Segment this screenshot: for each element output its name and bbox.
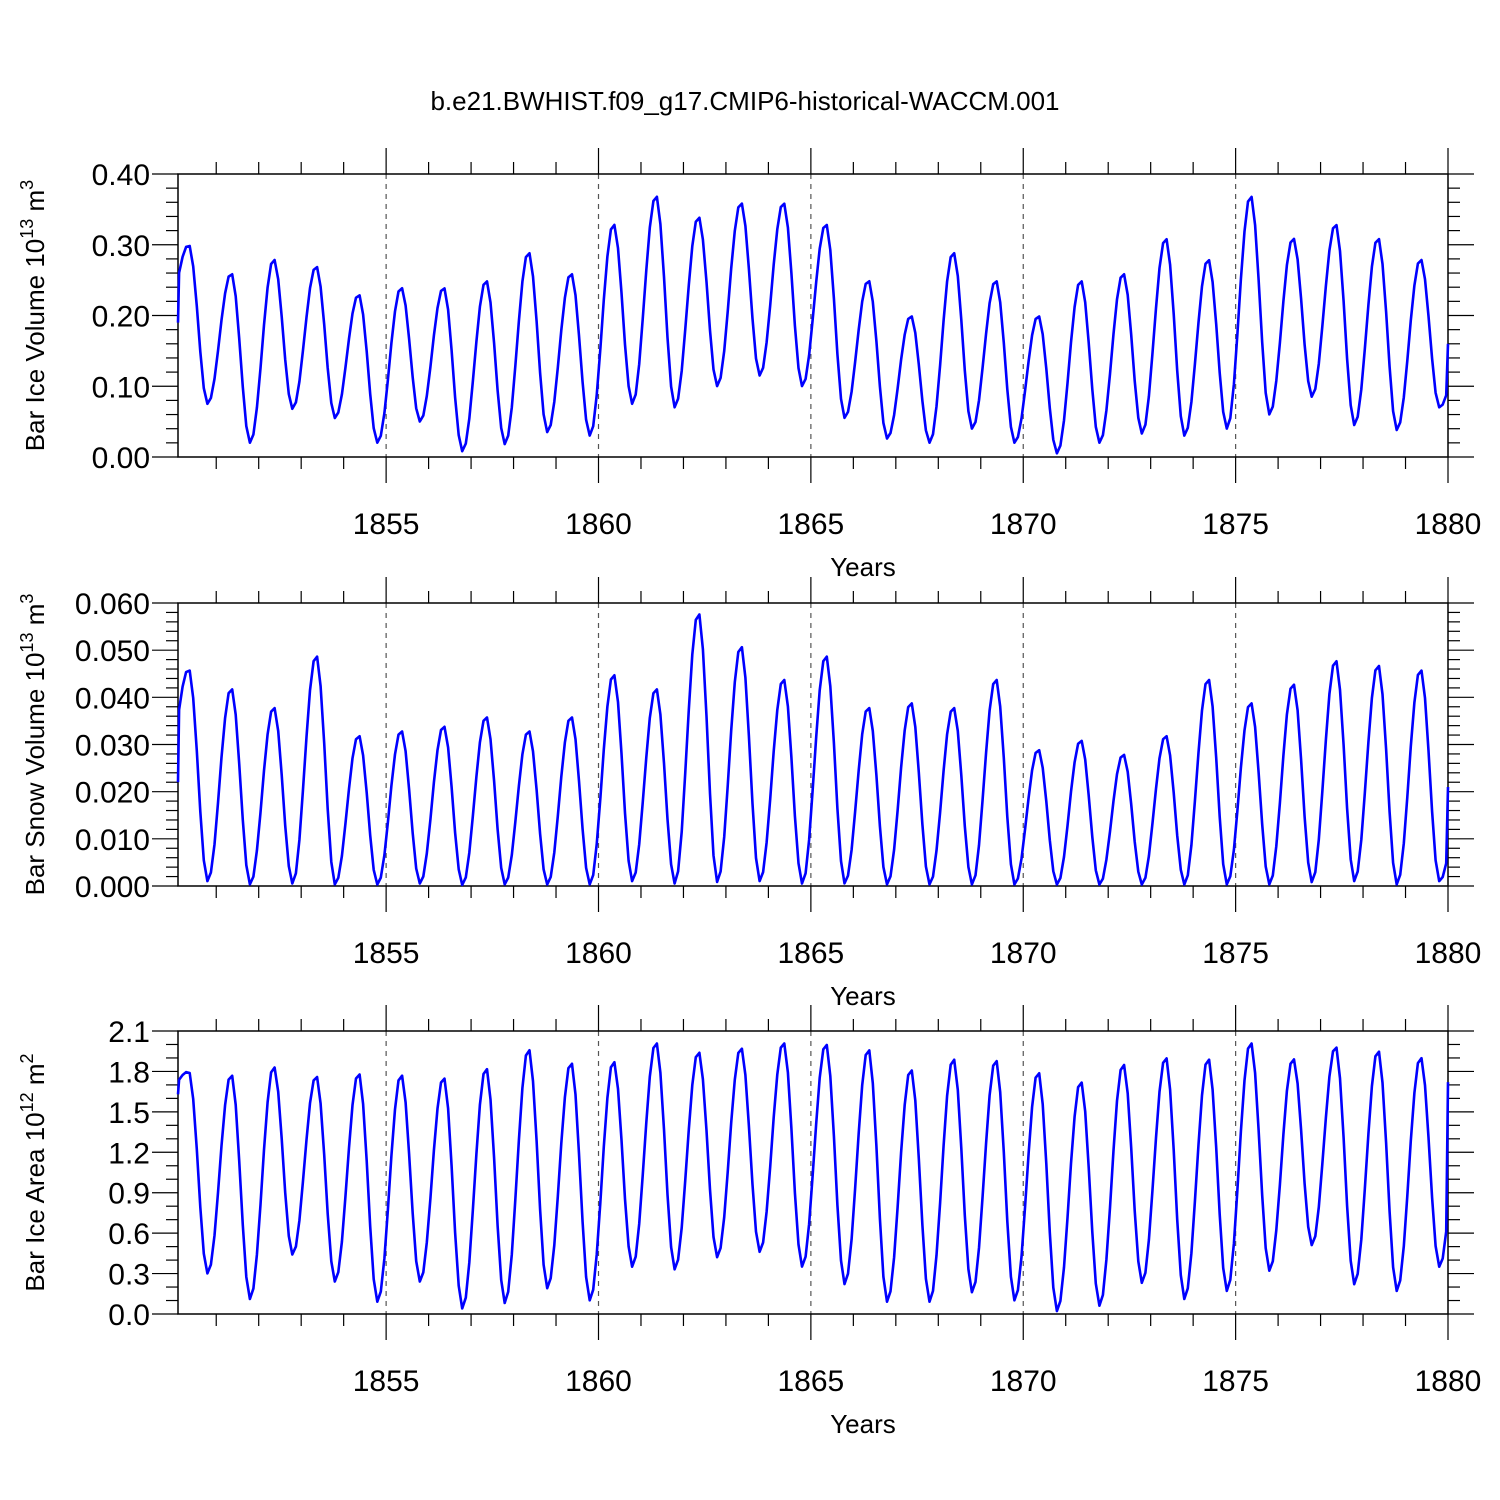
y-tick-label: 0.9 xyxy=(108,1178,150,1211)
figure-title: b.e21.BWHIST.f09_g17.CMIP6-historical-WA… xyxy=(430,86,1059,116)
panel-snow-volume: 0.000 0.010 0.020 0.030 0.040 0.050 0.060 1855 1… xyxy=(17,577,1481,1011)
x-tick-label: 1880 xyxy=(1415,937,1482,970)
y-tick-label: 1.8 xyxy=(108,1056,150,1089)
x-tick-label: 1870 xyxy=(990,1365,1057,1398)
x-axis-label: Years xyxy=(830,1409,896,1439)
x-tick-label: 1870 xyxy=(990,937,1057,970)
y-tick-label: 0.030 xyxy=(75,730,150,763)
y-axis-label: Bar Ice Area 1012 m2 xyxy=(17,1053,50,1291)
x-axis-label: Years xyxy=(830,981,896,1011)
x-tick-label: 1855 xyxy=(353,508,420,541)
y-tick-label: 0.010 xyxy=(75,824,150,857)
y-tick-label: 1.5 xyxy=(108,1097,150,1130)
y-tick-label: 0.050 xyxy=(75,635,150,668)
y-axis-label: Bar Ice Volume 1013 m3 xyxy=(17,180,50,451)
series-line-ice-area xyxy=(176,1042,1450,1313)
y-tick-label: 1.2 xyxy=(108,1137,150,1170)
x-tick-label: 1875 xyxy=(1202,937,1269,970)
y-tick-label: 0.0 xyxy=(108,1299,150,1332)
y-tick-label: 0.040 xyxy=(75,682,150,715)
y-tick-label: 0.6 xyxy=(108,1218,150,1251)
panel-ice-volume: 0.00 0.10 0.20 0.30 0.40 1855 1860 1865 1870 1875… xyxy=(17,148,1481,582)
y-tick-label: 0.10 xyxy=(92,371,150,404)
x-tick-label: 1865 xyxy=(778,1365,845,1398)
x-tick-label: 1880 xyxy=(1415,1365,1482,1398)
x-tick-label: 1875 xyxy=(1202,1365,1269,1398)
x-tick-label: 1860 xyxy=(565,508,632,541)
y-tick-label: 0.000 xyxy=(75,871,150,904)
y-tick-label: 0.40 xyxy=(92,159,150,192)
panel-ice-area: 0.0 0.3 0.6 0.9 1.2 1.5 1.8 2.1 1855 1860 1865 1870… xyxy=(17,1005,1481,1439)
y-tick-label: 0.30 xyxy=(92,230,150,263)
x-tick-label: 1880 xyxy=(1415,508,1482,541)
x-axis-label: Years xyxy=(830,552,896,582)
x-tick-label: 1860 xyxy=(565,1365,632,1398)
y-tick-label: 0.20 xyxy=(92,301,150,334)
y-tick-label: 0.3 xyxy=(108,1259,150,1292)
y-tick-label: 2.1 xyxy=(108,1016,150,1049)
x-tick-label: 1875 xyxy=(1202,508,1269,541)
x-tick-label: 1870 xyxy=(990,508,1057,541)
chart-panels: 0.00 0.10 0.20 0.30 0.40 1855 1860 1865 1870 1875… xyxy=(17,148,1481,1439)
series-line-ice-volume xyxy=(176,195,1450,455)
y-tick-label: 0.00 xyxy=(92,442,150,475)
y-axis-label: Bar Snow Volume 1013 m3 xyxy=(17,594,50,896)
x-tick-label: 1865 xyxy=(778,508,845,541)
y-tick-label: 0.020 xyxy=(75,777,150,810)
x-tick-label: 1855 xyxy=(353,937,420,970)
series-line-snow-volume xyxy=(176,613,1450,887)
x-tick-label: 1855 xyxy=(353,1365,420,1398)
x-tick-label: 1860 xyxy=(565,937,632,970)
y-tick-label: 0.060 xyxy=(75,588,150,621)
x-tick-label: 1865 xyxy=(778,937,845,970)
